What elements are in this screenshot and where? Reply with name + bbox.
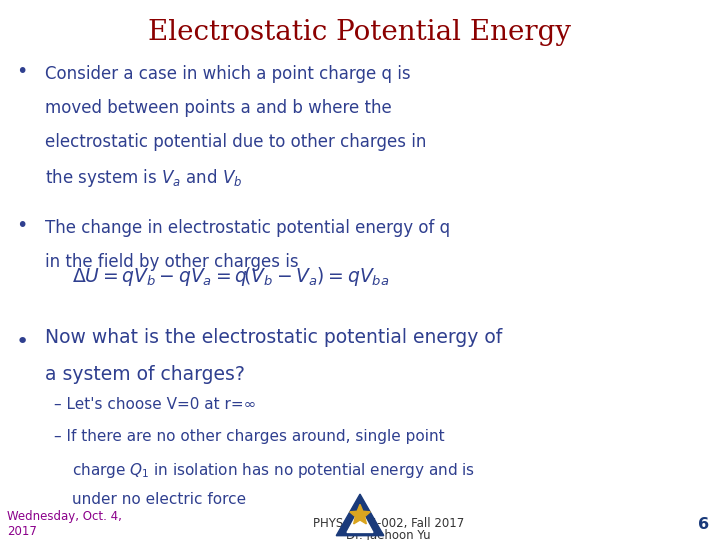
Text: 6: 6 [698,517,709,532]
Text: The change in electrostatic potential energy of q: The change in electrostatic potential en… [45,219,450,237]
Text: Dr. Jaehoon Yu: Dr. Jaehoon Yu [346,529,431,540]
Text: in the field by other charges is: in the field by other charges is [45,253,298,271]
Text: – Let's choose V=0 at r=∞: – Let's choose V=0 at r=∞ [54,397,256,412]
Polygon shape [350,504,370,524]
Text: charge $Q_1$ in isolation has no potential energy and is: charge $Q_1$ in isolation has no potenti… [72,461,475,480]
Text: •: • [16,332,29,352]
Text: under no electric force: under no electric force [72,492,246,507]
Text: Electrostatic Potential Energy: Electrostatic Potential Energy [148,19,572,46]
Text: – If there are no other charges around, single point: – If there are no other charges around, … [54,429,445,444]
Text: •: • [16,216,27,235]
Text: moved between points a and b where the: moved between points a and b where the [45,99,392,117]
Text: the system is $V_a$ and $V_b$: the system is $V_a$ and $V_b$ [45,167,242,189]
Polygon shape [336,494,384,536]
Text: •: • [16,62,27,81]
Text: a system of charges?: a system of charges? [45,364,245,383]
Text: $\Delta U = qV_b - qV_a = q\!\left(V_b - V_a\right) = qV_{ba}$: $\Delta U = qV_b - qV_a = q\!\left(V_b -… [72,265,390,288]
Text: Consider a case in which a point charge q is: Consider a case in which a point charge … [45,65,410,83]
Text: electrostatic potential due to other charges in: electrostatic potential due to other cha… [45,133,426,151]
Polygon shape [347,509,373,532]
Text: Now what is the electrostatic potential energy of: Now what is the electrostatic potential … [45,328,502,347]
Text: Wednesday, Oct. 4,
2017: Wednesday, Oct. 4, 2017 [7,510,122,538]
Text: PHYS 1444-002, Fall 2017: PHYS 1444-002, Fall 2017 [313,517,464,530]
